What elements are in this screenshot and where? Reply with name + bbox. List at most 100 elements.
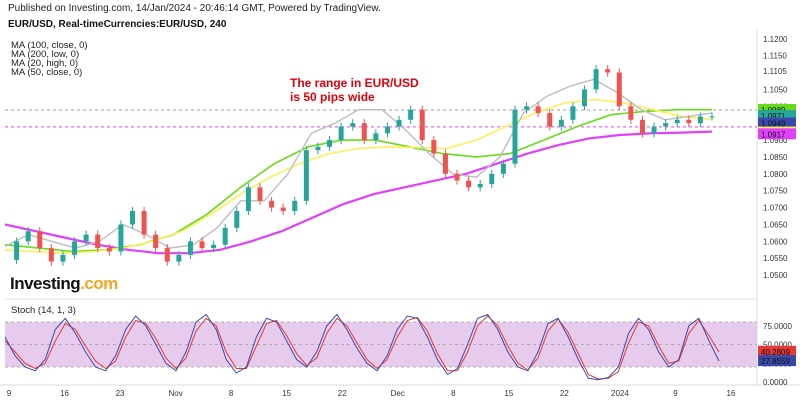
candle-body [234, 210, 240, 228]
stoch-tag-text: 40.2809 [761, 348, 790, 357]
candle-body [292, 200, 298, 211]
publish-info: Published on Investing.com, 14/Jan/2024 … [8, 3, 381, 14]
price-tick-label: 1.0550 [763, 254, 788, 263]
stoch-tick-label: 50.0000 [763, 341, 792, 350]
candle-body [616, 72, 622, 107]
candle-body [83, 234, 89, 242]
indicator-ma50[interactable]: MA (50, close, 0) [11, 67, 83, 78]
time-tick-label: 23 [116, 389, 125, 398]
time-tick-label: 22 [338, 389, 347, 398]
candle-body [535, 106, 541, 114]
candle-body [454, 173, 460, 181]
investing-logo: Investing.com [10, 274, 118, 293]
price-tag-text: 1.0949 [761, 120, 786, 129]
stoch-tag [758, 345, 796, 357]
candle-body [408, 109, 414, 120]
candle-body [60, 254, 66, 262]
candle-body [176, 254, 182, 262]
candle-body [280, 207, 286, 211]
indicator-ma20[interactable]: MA (20, high, 0) [11, 58, 79, 69]
candle-body [269, 200, 275, 208]
price-tag-text: 1.0971 [761, 112, 786, 121]
candle-body [361, 123, 367, 141]
candle-body [257, 187, 263, 201]
ma50-line [4, 108, 712, 253]
candle-body [222, 227, 228, 245]
price-tick-label: 1.0650 [763, 220, 788, 229]
candle-body [547, 113, 553, 127]
price-tick-label: 1.1050 [763, 85, 788, 94]
indicator-ma100[interactable]: MA (100, close, 0) [11, 40, 88, 51]
candle-body [164, 248, 170, 262]
time-tick-label: 9 [7, 389, 12, 398]
candle-body [384, 126, 390, 134]
time-tick-label: 9 [673, 389, 678, 398]
price-tick-label: 1.0600 [763, 237, 788, 246]
candle-body [37, 231, 43, 249]
candle-body [48, 248, 54, 262]
candle-body [118, 224, 124, 252]
candle-body [628, 106, 634, 120]
candle-body [605, 69, 611, 73]
price-tick-label: 1.0900 [763, 136, 788, 145]
candle-body [524, 106, 530, 110]
price-tick-label: 1.1105 [763, 67, 787, 76]
candle-body [639, 119, 645, 134]
candle-body [431, 140, 437, 154]
stoch-tag [758, 355, 796, 367]
candle-body [95, 234, 101, 249]
price-tag [758, 117, 796, 129]
candle-body [106, 248, 112, 252]
candle-body [315, 146, 321, 151]
candle-body [582, 89, 588, 107]
candle-body [512, 109, 518, 164]
candle-body [199, 241, 205, 249]
stoch-tick-label: 75.0000 [763, 322, 792, 331]
price-tag-text: 1.0917 [761, 130, 786, 139]
candle-body [153, 234, 159, 249]
price-tick-label: 1.1200 [763, 35, 788, 44]
time-tick-label: 8 [451, 389, 456, 398]
candle-body [500, 163, 506, 174]
ma20-line [4, 78, 713, 249]
time-tick-label: 15 [504, 389, 513, 398]
ma200-line [4, 130, 713, 255]
time-tick-label: 22 [560, 389, 569, 398]
price-tag [758, 128, 796, 140]
candle-body [129, 210, 135, 225]
candle-body [72, 241, 78, 255]
candle-body [327, 140, 333, 147]
candle-body [477, 183, 483, 188]
price-tick-label: 1.1150 [763, 52, 787, 61]
stoch-label[interactable]: Stoch (14, 1, 3) [11, 305, 76, 316]
annotation-line-1: The range in EUR/USD [290, 76, 419, 90]
price-tick-label: 1.0800 [763, 170, 788, 179]
price-tag [758, 110, 796, 122]
stoch-d-line [4, 315, 720, 380]
candle-body [419, 109, 425, 141]
price-tick-label: 1.0750 [763, 187, 788, 196]
candle-body [245, 187, 251, 211]
candle-body [593, 69, 599, 90]
candle-body [211, 244, 217, 249]
candle-body [396, 119, 402, 127]
price-tag [758, 104, 796, 115]
price-tick-label: 1.0700 [763, 204, 788, 213]
candle-body [697, 116, 703, 124]
candle-body [187, 241, 193, 255]
time-tick-label: 16 [727, 389, 736, 398]
annotation-line-2: is 50 pips wide [290, 90, 375, 104]
price-tick-label: 1.0500 [763, 271, 788, 280]
candle-body [350, 123, 356, 127]
time-tick-label: 2024 [611, 389, 629, 398]
candle-body [373, 133, 379, 141]
candle-body [651, 126, 657, 134]
stoch-band [5, 322, 757, 367]
stoch-tag-text: 27.8559 [761, 357, 790, 366]
candle-body [489, 173, 495, 184]
indicator-ma200[interactable]: MA (200, low, 0) [11, 49, 80, 60]
candle-body [663, 123, 669, 127]
candle-body [303, 150, 309, 201]
candle-body [14, 241, 20, 260]
